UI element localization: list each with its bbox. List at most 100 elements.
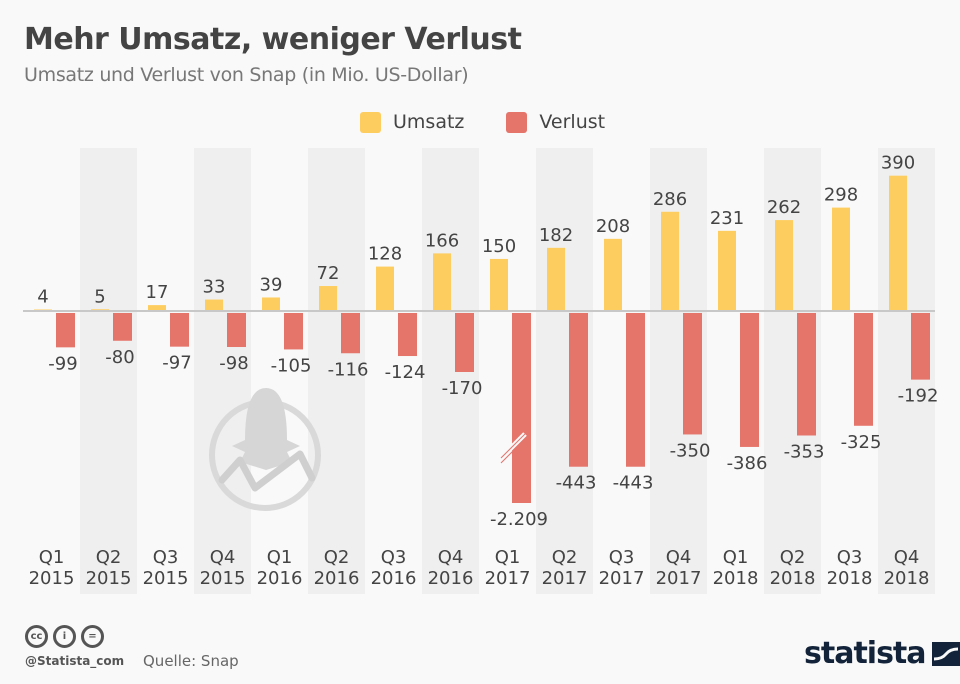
x-tick-year: 2018: [770, 568, 816, 589]
bar-umsatz: [148, 305, 166, 311]
x-tick-quarter: Q3: [837, 547, 863, 568]
axis-break-line: [500, 433, 526, 459]
data-label-verlust: -80: [105, 347, 134, 368]
bar-verlust: [797, 313, 816, 436]
axis-break-line: [500, 438, 526, 464]
x-tick-quarter: Q3: [381, 547, 407, 568]
nd-icon: =: [81, 625, 104, 648]
data-label-umsatz: 33: [203, 277, 226, 298]
statista-logo-text: statista: [804, 636, 927, 671]
bar-verlust: [398, 313, 417, 357]
column-stripe: [308, 148, 365, 594]
x-tick-year: 2017: [542, 568, 588, 589]
bar-umsatz: [775, 220, 793, 311]
data-label-verlust: -170: [442, 378, 483, 399]
bar-verlust: [512, 313, 531, 503]
x-tick-year: 2016: [428, 568, 474, 589]
data-label-umsatz: 4: [37, 287, 48, 308]
data-label-verlust: -353: [784, 441, 825, 462]
x-tick-year: 2016: [257, 568, 303, 589]
data-label-verlust: -116: [328, 359, 369, 380]
bar-umsatz: [262, 297, 280, 311]
bar-umsatz: [205, 299, 223, 311]
x-tick-quarter: Q4: [894, 547, 920, 568]
bar-verlust: [170, 313, 189, 347]
data-label-verlust: -2.209: [490, 509, 548, 530]
x-tick-quarter: Q1: [495, 547, 521, 568]
data-label-umsatz: 17: [146, 282, 169, 303]
bar-umsatz: [604, 238, 622, 311]
bar-verlust: [626, 313, 645, 467]
x-tick-quarter: Q3: [153, 547, 179, 568]
x-tick-year: 2018: [713, 568, 759, 589]
chart-title: Mehr Umsatz, weniger Verlust: [24, 22, 522, 57]
snapchat-watermark-icon: [209, 388, 321, 511]
data-label-verlust: -443: [613, 473, 654, 494]
column-stripe: [194, 148, 251, 594]
x-tick-year: 2017: [599, 568, 645, 589]
data-label-umsatz: 298: [824, 185, 858, 206]
x-tick-year: 2017: [485, 568, 531, 589]
data-label-verlust: -192: [898, 386, 939, 407]
x-tick-quarter: Q4: [666, 547, 692, 568]
x-tick-year: 2018: [884, 568, 930, 589]
legend-item-umsatz: Umsatz: [360, 111, 464, 133]
bar-verlust: [740, 313, 759, 447]
legend-swatch-verlust: [506, 111, 528, 133]
bar-umsatz: [547, 247, 565, 311]
legend: Umsatz Verlust: [360, 111, 647, 133]
x-tick-year: 2016: [314, 568, 360, 589]
data-label-verlust: -350: [670, 440, 711, 461]
bar-verlust: [911, 313, 930, 380]
statista-logo[interactable]: statista: [804, 636, 960, 671]
x-tick-quarter: Q4: [438, 547, 464, 568]
cc-icon: cc: [25, 625, 48, 648]
bar-verlust: [341, 313, 360, 354]
x-tick-year: 2015: [29, 568, 75, 589]
data-label-verlust: -443: [556, 473, 597, 494]
x-tick-quarter: Q1: [267, 547, 293, 568]
data-label-umsatz: 150: [482, 236, 516, 257]
bar-umsatz: [889, 175, 907, 311]
statista-handle[interactable]: @Statista_com: [25, 654, 125, 668]
x-tick-quarter: Q2: [324, 547, 350, 568]
x-tick-year: 2017: [656, 568, 702, 589]
data-label-umsatz: 72: [317, 263, 340, 284]
x-tick-quarter: Q2: [552, 547, 578, 568]
bar-verlust: [569, 313, 588, 467]
bar-verlust: [56, 313, 75, 348]
data-label-umsatz: 208: [596, 216, 630, 237]
bar-verlust: [227, 313, 246, 348]
bar-verlust: [113, 313, 132, 341]
x-tick-quarter: Q1: [723, 547, 749, 568]
data-label-umsatz: 231: [710, 208, 744, 229]
x-tick-year: 2015: [143, 568, 189, 589]
column-stripe: [80, 148, 137, 594]
data-label-umsatz: 262: [767, 197, 801, 218]
bar-umsatz: [433, 253, 451, 311]
x-tick-year: 2015: [200, 568, 246, 589]
chart-subtitle: Umsatz und Verlust von Snap (in Mio. US-…: [24, 64, 469, 86]
x-tick-year: 2016: [371, 568, 417, 589]
bar-umsatz: [718, 230, 736, 311]
legend-label-verlust: Verlust: [539, 111, 606, 133]
bar-verlust: [455, 313, 474, 372]
bar-umsatz: [832, 207, 850, 311]
bar-verlust: [284, 313, 303, 350]
bar-umsatz: [319, 286, 337, 311]
x-tick-quarter: Q4: [210, 547, 236, 568]
data-label-umsatz: 39: [260, 274, 283, 295]
legend-swatch-umsatz: [360, 111, 381, 133]
by-icon: i: [53, 625, 76, 648]
bar-umsatz: [661, 211, 679, 311]
data-label-umsatz: 166: [425, 230, 459, 251]
data-label-umsatz: 5: [94, 286, 105, 307]
bar-verlust: [854, 313, 873, 426]
data-label-verlust: -124: [385, 362, 426, 383]
legend-item-verlust: Verlust: [506, 111, 605, 133]
source-note: Quelle: Snap: [143, 652, 239, 670]
data-label-verlust: -98: [219, 353, 248, 374]
x-tick-year: 2018: [827, 568, 873, 589]
data-label-verlust: -99: [48, 353, 77, 374]
x-tick-quarter: Q1: [39, 547, 65, 568]
